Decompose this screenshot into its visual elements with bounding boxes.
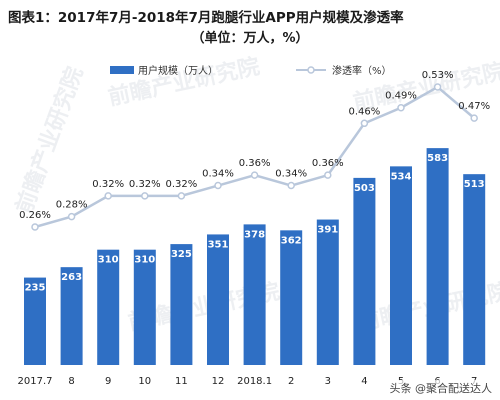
bar-value-label: 351 <box>208 239 229 250</box>
bar-value-label: 263 <box>61 272 82 283</box>
bar-value-label: 325 <box>171 249 192 260</box>
bar <box>170 244 193 365</box>
bar-value-label: 513 <box>464 179 485 190</box>
bar-value-label: 378 <box>244 229 265 240</box>
bar <box>463 174 486 365</box>
bar-value-label: 583 <box>427 153 448 164</box>
line-value-label: 0.36% <box>312 158 344 169</box>
line-value-label: 0.32% <box>166 179 198 190</box>
line-value-label: 0.46% <box>349 106 381 117</box>
legend-label-bar: 用户规模（万人） <box>138 64 218 77</box>
line-point <box>397 103 405 112</box>
bar-value-label: 362 <box>281 235 302 246</box>
bar <box>24 277 46 365</box>
legend-swatch-marker <box>307 66 315 74</box>
x-tick-label: 12 <box>212 376 225 387</box>
legend-swatch-bar <box>110 66 134 74</box>
line-layer: 0.26% 0.28% 0.32% 0.32% 0.32% 0.34% 0.36% 0.34%… <box>19 70 490 231</box>
bars-layer: 235 263 310 310 325 351 378 362 391 503 534 583 513 <box>24 148 486 365</box>
line-point <box>287 181 295 190</box>
bar <box>97 249 120 365</box>
bar-value-label: 534 <box>391 171 412 182</box>
watermark-text: 前瞻产业研究院 <box>106 53 262 110</box>
line-point <box>214 181 222 190</box>
line-value-label: 0.26% <box>19 210 51 221</box>
x-tick-label: 2018.1 <box>237 376 272 387</box>
line-point <box>360 119 369 128</box>
chart-subtitle: （单位：万人，%） <box>191 31 309 46</box>
x-tick-label: 2 <box>288 376 294 387</box>
bar <box>426 148 449 365</box>
line-value-label: 0.32% <box>129 179 161 190</box>
line-point <box>31 223 39 231</box>
bar <box>353 177 376 365</box>
bar <box>243 224 266 365</box>
x-tick-label: 11 <box>175 376 188 387</box>
bar <box>133 249 156 365</box>
line-value-label: 0.53% <box>422 70 454 81</box>
x-tick-label: 2017.7 <box>18 376 53 387</box>
x-tick-label: 10 <box>138 376 151 387</box>
x-tick-label: 8 <box>68 376 74 387</box>
line-point <box>104 192 112 200</box>
x-tick-label: 4 <box>361 376 367 387</box>
line-value-label: 0.34% <box>275 169 307 180</box>
bar <box>280 230 303 365</box>
legend: 用户规模（万人） 渗透率（%） <box>110 64 392 77</box>
line-point <box>324 171 332 179</box>
line-value-label: 0.28% <box>56 200 88 211</box>
line-point <box>470 114 478 122</box>
line-point <box>250 171 259 179</box>
x-tick-label: 3 <box>325 376 331 387</box>
x-tick-label: 9 <box>105 376 111 387</box>
legend-label-line: 渗透率（%） <box>332 64 392 77</box>
line-value-label: 0.49% <box>385 91 417 102</box>
watermark-text: 前瞻产业研究院 <box>11 63 88 217</box>
chart-title: 图表1：2017年7月-2018年7月跑腿行业APP用户规模及渗透率 <box>8 10 404 26</box>
line-point <box>141 192 149 200</box>
bar <box>60 267 83 365</box>
bar-value-label: 391 <box>317 225 338 236</box>
bar <box>316 219 339 365</box>
source-credit: 头条 @聚合配送达人 <box>387 380 494 396</box>
line-value-label: 0.34% <box>202 169 234 180</box>
line-point <box>67 212 76 221</box>
bar-value-label: 310 <box>134 255 155 266</box>
bar-value-label: 235 <box>25 283 46 294</box>
line-value-label: 0.36% <box>239 158 271 169</box>
bar-value-label: 310 <box>98 255 119 266</box>
bar <box>390 166 412 365</box>
bar-value-label: 503 <box>354 183 375 194</box>
line-point <box>177 192 186 200</box>
line-point <box>433 83 442 91</box>
line-value-label: 0.32% <box>92 179 124 190</box>
line-value-label: 0.47% <box>458 101 490 112</box>
bar <box>207 234 229 365</box>
